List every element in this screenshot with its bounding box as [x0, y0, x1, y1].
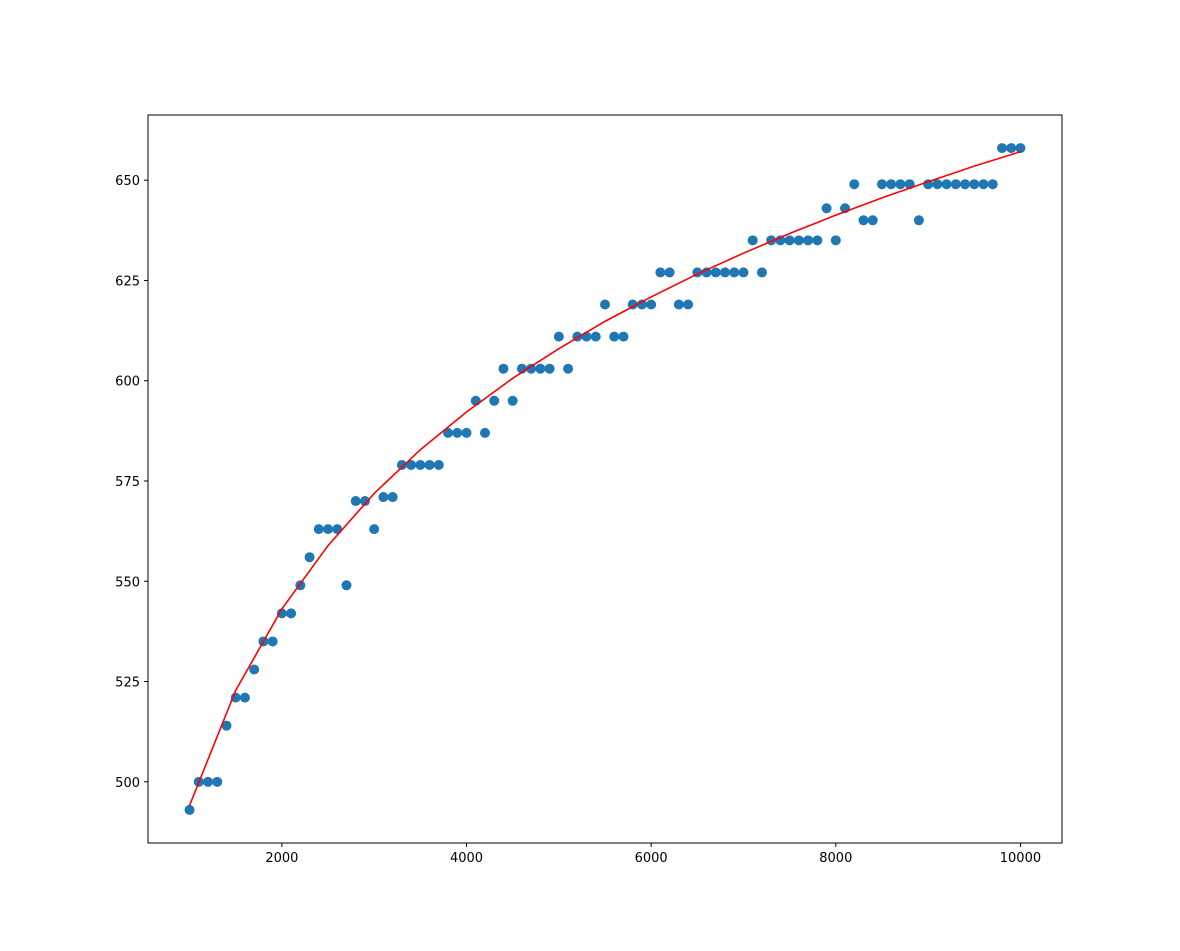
point [876, 179, 887, 190]
point [406, 459, 417, 470]
point [1006, 143, 1017, 154]
point [756, 267, 767, 278]
point [950, 179, 961, 190]
point [793, 235, 804, 246]
point [184, 804, 195, 815]
point [655, 267, 666, 278]
y-tick-label: 500 [115, 776, 140, 791]
point [341, 580, 352, 591]
point [424, 459, 435, 470]
point [489, 395, 500, 406]
y-tick-label: 600 [115, 375, 140, 390]
point [452, 427, 463, 438]
point [636, 299, 647, 310]
point [378, 492, 389, 503]
point [433, 459, 444, 470]
point [249, 664, 260, 675]
point [203, 776, 214, 787]
point [646, 299, 657, 310]
point [350, 496, 361, 507]
point [664, 267, 675, 278]
point [387, 492, 398, 503]
x-tick-label: 8000 [819, 851, 852, 866]
point [701, 267, 712, 278]
point [812, 235, 823, 246]
point [443, 427, 454, 438]
point [369, 524, 380, 535]
x-tick-label: 10000 [1000, 851, 1041, 866]
point [913, 215, 924, 226]
fit-line [188, 150, 1021, 806]
point [535, 363, 546, 374]
point [609, 331, 620, 342]
point [720, 267, 731, 278]
point [286, 608, 297, 619]
point [590, 331, 601, 342]
point [729, 267, 740, 278]
y-tick-label: 525 [115, 676, 140, 691]
point [553, 331, 564, 342]
point [276, 608, 287, 619]
point [563, 363, 574, 374]
y-tick-label: 550 [115, 575, 140, 590]
point [600, 299, 610, 310]
point [507, 395, 518, 406]
point [627, 299, 638, 310]
point [313, 524, 324, 535]
point [821, 203, 832, 214]
point [1015, 143, 1026, 154]
point [895, 179, 906, 190]
point [673, 299, 684, 310]
point [461, 427, 472, 438]
point [221, 720, 232, 731]
point [969, 179, 980, 190]
point [239, 692, 250, 703]
point [683, 299, 694, 310]
point [960, 179, 971, 190]
point [323, 524, 334, 535]
point [784, 235, 795, 246]
point [803, 235, 814, 246]
point [747, 235, 758, 246]
point [479, 427, 490, 438]
point [498, 363, 509, 374]
point [849, 179, 860, 190]
x-tick-label: 2000 [265, 851, 298, 866]
point [544, 363, 555, 374]
point [858, 215, 869, 226]
x-tick-label: 4000 [450, 851, 483, 866]
y-tick-label: 650 [115, 174, 140, 189]
point [618, 331, 629, 342]
x-tick-label: 6000 [635, 851, 668, 866]
point [332, 524, 343, 535]
point [396, 459, 407, 470]
point [526, 363, 537, 374]
point [978, 179, 989, 190]
point [987, 179, 998, 190]
point [212, 776, 223, 787]
point [359, 496, 370, 507]
plot-frame [147, 114, 1063, 844]
point [304, 552, 315, 563]
point [867, 215, 878, 226]
point [710, 267, 721, 278]
point [738, 267, 749, 278]
point [941, 179, 952, 190]
point [886, 179, 897, 190]
point [996, 143, 1007, 154]
point [470, 395, 481, 406]
point [415, 459, 426, 470]
point [267, 636, 278, 647]
y-tick-label: 625 [115, 274, 140, 289]
point [830, 235, 841, 246]
point [932, 179, 943, 190]
y-tick-label: 575 [115, 475, 140, 490]
